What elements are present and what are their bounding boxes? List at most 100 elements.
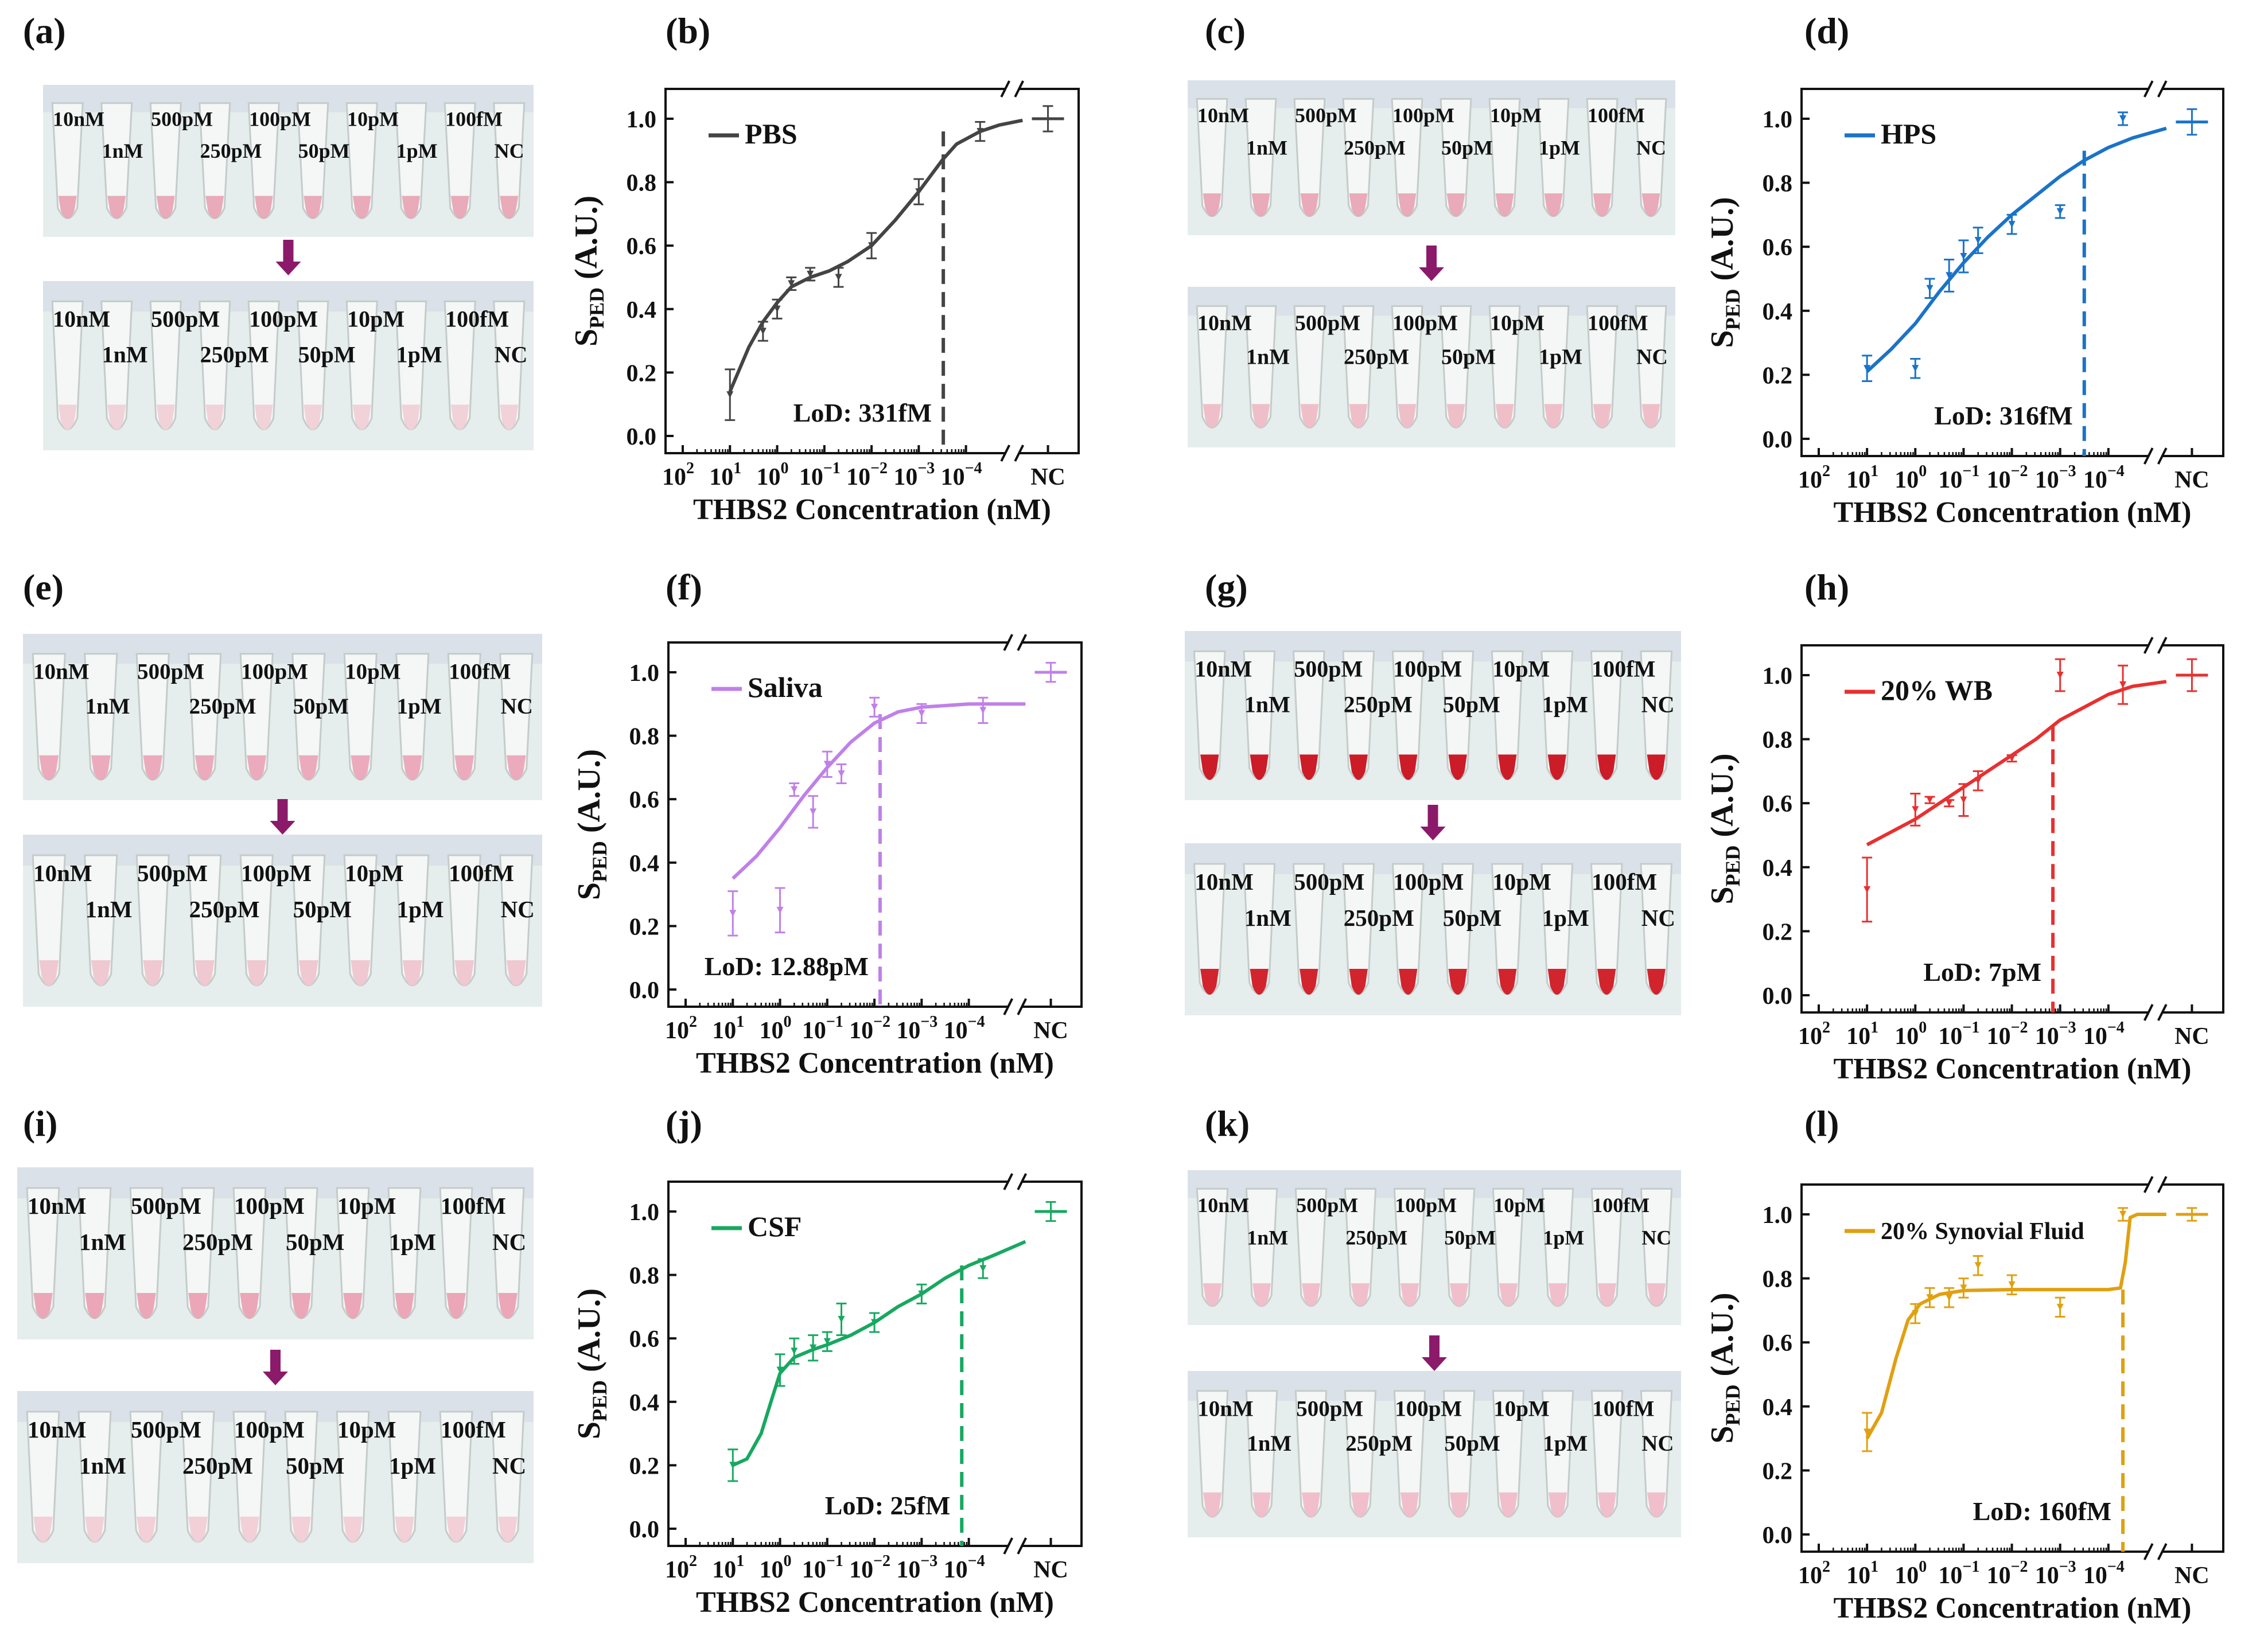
concentration-label: 50pM — [286, 1452, 345, 1479]
data-point — [1912, 365, 1919, 372]
concentration-label: 10pM — [337, 1416, 396, 1443]
data-point — [1946, 800, 1953, 807]
tube-liquid — [450, 404, 469, 430]
tube-liquid — [107, 404, 126, 430]
legend-label: CSF — [748, 1210, 802, 1242]
data-point — [2119, 115, 2127, 122]
axes-frame — [1800, 1183, 2149, 1553]
y-axis-label: SPED (A.U.) — [569, 196, 608, 346]
panel-label: (i) — [23, 1103, 57, 1144]
tube-liquid — [205, 404, 224, 430]
concentration-label: 50pM — [298, 139, 350, 162]
concentration-label: 10nM — [53, 306, 110, 332]
x-axis-label: THBS2 Concentration (nM) — [693, 493, 1051, 526]
tube-liquid — [500, 404, 519, 430]
x-tick-label: 10−2 — [1987, 462, 2028, 493]
y-tick-label: 1.0 — [1763, 107, 1793, 133]
axes-frame — [664, 88, 1006, 454]
data-point — [2056, 672, 2064, 679]
concentration-label: NC — [501, 694, 533, 719]
concentration-label: 250pM — [1344, 345, 1409, 369]
y-axis-label-main: S — [571, 882, 607, 900]
x-tick-exponent: 2 — [686, 459, 694, 477]
panel-label: (c) — [1205, 10, 1246, 51]
y-axis-label-unit: (A.U.) — [1705, 1292, 1740, 1384]
concentration-label: 10nM — [28, 1193, 87, 1219]
concentration-label: NC — [495, 139, 524, 162]
concentration-label: 100pM — [249, 108, 311, 131]
tube-liquid — [1250, 754, 1269, 780]
tube-liquid — [498, 1517, 518, 1542]
tube-liquid — [1349, 969, 1368, 995]
x-tick-label: 101 — [712, 1013, 744, 1044]
y-tick-label: 1.0 — [1763, 1202, 1793, 1229]
x-tick-exponent: −2 — [2011, 1558, 2028, 1576]
tube-liquid — [1450, 1492, 1468, 1518]
concentration-label: 100pM — [1393, 656, 1462, 682]
x-tick-exponent: −2 — [2011, 462, 2028, 480]
concentration-label: 1nM — [79, 1229, 126, 1255]
x-tick-exponent: −4 — [965, 459, 982, 477]
y-tick-label: 0.4 — [629, 1390, 660, 1416]
concentration-label: 1pM — [1539, 137, 1580, 159]
y-tick-label: 0.6 — [1763, 1330, 1793, 1357]
data-point — [807, 270, 814, 278]
y-tick-label: 0.4 — [629, 851, 660, 877]
y-tick-label: 0.4 — [627, 297, 657, 324]
y-tick-label: 0.2 — [629, 1453, 660, 1479]
data-point — [1960, 1284, 1967, 1292]
concentration-label: 100fM — [1592, 1194, 1650, 1217]
y-axis-label-unit: (A.U.) — [1705, 753, 1740, 845]
tube-liquid — [402, 960, 422, 986]
concentration-label: 1nM — [85, 694, 130, 719]
data-point — [2119, 681, 2127, 688]
concentration-label: 100pM — [249, 306, 318, 332]
lod-label: LoD: 7pM — [1923, 957, 2041, 987]
down-arrow-shaft — [277, 799, 288, 822]
tube-liquid — [352, 196, 371, 219]
concentration-label: 100pM — [1392, 311, 1458, 336]
concentration-label: NC — [495, 342, 528, 368]
tube-liquid — [1349, 754, 1368, 780]
x-tick-exponent: 0 — [1919, 462, 1927, 480]
tube-liquid — [1252, 1283, 1271, 1307]
y-axis-label-main: S — [1705, 887, 1740, 905]
data-point — [776, 906, 784, 914]
panel-label: (j) — [666, 1103, 702, 1144]
concentration-label: 250pM — [200, 139, 262, 162]
concentration-label: 500pM — [151, 108, 213, 131]
photo-panel-e: (e) 10nM 500pM 100pM 10pM 100fM 1nM 250pM 50pM 1p… — [23, 567, 542, 1007]
concentration-label: 1pM — [389, 1452, 436, 1479]
concentration-label: 250pM — [1344, 692, 1413, 718]
y-tick-label: 0.6 — [1763, 235, 1793, 261]
data-point — [2119, 1211, 2127, 1218]
axis-break-mark — [1014, 445, 1024, 462]
panel-label: (l) — [1804, 1103, 1839, 1144]
y-axis-label-subscript: PED — [585, 287, 608, 329]
x-tick-exponent: −2 — [870, 459, 888, 477]
x-axis-label: THBS2 Concentration (nM) — [1834, 496, 2192, 529]
concentration-label: 1pM — [1542, 905, 1589, 931]
y-axis-label-main: S — [1705, 330, 1740, 348]
tube-liquid — [351, 755, 371, 781]
data-point — [791, 786, 798, 793]
concentration-label: 1pM — [397, 694, 442, 719]
tube-liquid — [1597, 969, 1616, 995]
y-axis-label: SPED (A.U.) — [1705, 197, 1744, 348]
axis-break-mark — [2157, 80, 2168, 98]
tube-liquid — [1499, 1283, 1518, 1307]
tube-liquid — [1302, 1283, 1320, 1307]
concentration-label: 10pM — [345, 860, 404, 886]
x-tick-exponent: −3 — [2059, 1019, 2076, 1037]
tube-liquid — [254, 196, 273, 219]
photo-panel-i: (i) 10nM 500pM 100pM 10pM 100fM 1nM 250pM 50pM 1p… — [17, 1103, 534, 1563]
concentration-label: 250pM — [1344, 137, 1406, 159]
tube-liquid — [1250, 969, 1269, 995]
data-point — [1864, 886, 1871, 893]
y-tick-label: 1.0 — [627, 107, 657, 133]
concentration-label: 100fM — [1592, 656, 1655, 682]
y-axis-label-subscript: PED — [1721, 846, 1744, 887]
tube-liquid — [1399, 754, 1418, 780]
x-axis-label: THBS2 Concentration (nM) — [696, 1586, 1054, 1619]
